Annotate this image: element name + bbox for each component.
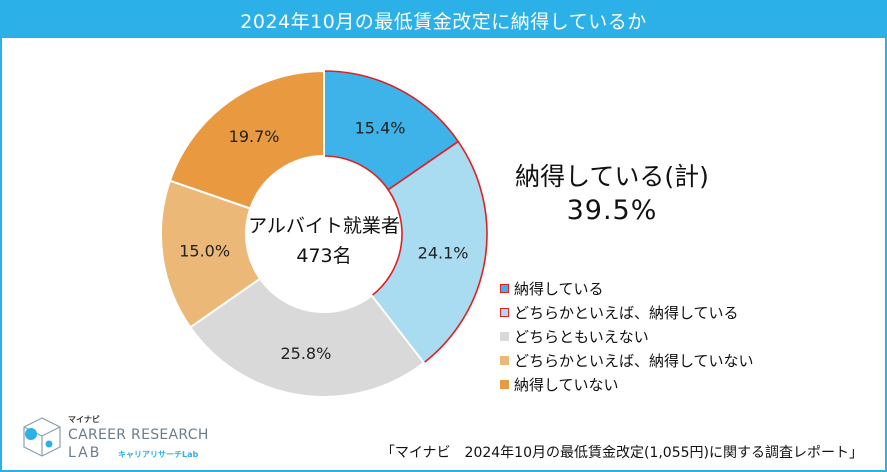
logo-brand: マイナビ	[68, 415, 100, 424]
legend-item-2: どちらかといえば、納得している	[500, 300, 754, 324]
slice-label-4: 15.0%	[179, 242, 230, 261]
legend-swatch-1	[500, 283, 509, 293]
legend-item-3: どちらともいえない	[500, 324, 754, 348]
legend-swatch-4	[500, 355, 509, 365]
legend: 納得しているどちらかといえば、納得している どちらともいえないどちらかといえば、納…	[500, 276, 754, 396]
slice-label-1: 15.4%	[355, 118, 406, 137]
legend-item-1: 納得している	[500, 276, 754, 300]
logo-line1: CAREER RESEARCH	[68, 427, 209, 443]
legend-label-3: どちらともいえない	[514, 327, 649, 346]
logo-line2: LAB	[68, 445, 102, 461]
legend-label-5: 納得していない	[514, 375, 619, 394]
summary-label: 納得している(計)	[515, 162, 709, 191]
summary-box: 納得している(計) 39.5%	[492, 160, 732, 228]
chart-title: 2024年10月の最低賃金改定に納得しているか	[2, 2, 885, 38]
logo-cube-icon	[23, 417, 61, 457]
slice-2	[370, 140, 488, 364]
legend-label-1: 納得している	[514, 279, 604, 298]
slice-5	[168, 69, 325, 210]
legend-swatch-5	[500, 379, 509, 389]
slice-label-5: 19.7%	[229, 127, 280, 146]
slice-3	[188, 277, 426, 398]
legend-item-5: 納得していない	[500, 372, 754, 396]
slice-label-2: 24.1%	[418, 243, 469, 262]
slice-4	[160, 179, 262, 329]
summary-value: 39.5%	[566, 195, 658, 226]
legend-swatch-2	[500, 307, 509, 317]
source-note: 「マイナビ 2024年10月の最低賃金改定(1,055円)に関する調査レポート」	[380, 445, 863, 461]
logo-line2-sub: キャリアリサーチLab	[118, 450, 199, 459]
legend-label-4: どちらかといえば、納得していない	[514, 351, 754, 370]
slice-label-3: 25.8%	[280, 344, 331, 363]
legend-label-2: どちらかといえば、納得している	[514, 303, 739, 322]
career-research-lab-logo: マイナビ CAREER RESEARCH LAB キャリアリサーチLab	[20, 414, 220, 464]
legend-swatch-3	[500, 331, 509, 341]
legend-item-4: どちらかといえば、納得していない	[500, 348, 754, 372]
center-label-title: アルバイト就業者	[248, 215, 400, 237]
center-label-count: 473名	[296, 245, 351, 267]
